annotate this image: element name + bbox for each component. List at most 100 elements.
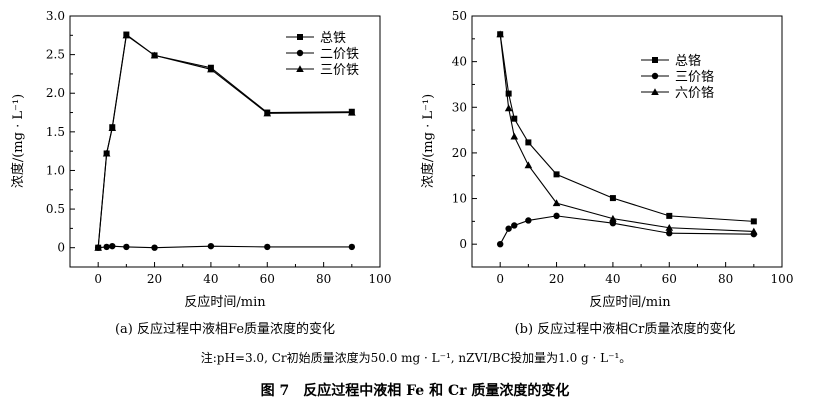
data-point: [666, 212, 673, 219]
series-line: [98, 245, 352, 249]
x-tick-label: 80: [718, 272, 733, 286]
data-point: [348, 243, 356, 251]
data-point: [264, 243, 271, 251]
y-axis-label-a: 浓度/(mg · L⁻¹): [10, 94, 26, 188]
legend-label: 二价铁: [320, 47, 359, 62]
data-point: [609, 214, 617, 222]
data-point: [109, 242, 116, 250]
y-tick-label: 10: [452, 192, 467, 206]
data-point: [511, 115, 518, 122]
ticks-a: 0 20 40 60 80 100 0 0.5 1.0 1.5 2.0 2.5 3.0: [46, 9, 392, 286]
data-point: [504, 104, 513, 112]
plot-frame-b: [471, 15, 783, 268]
y-tick-label: 20: [452, 146, 467, 160]
legend-marker: [652, 57, 658, 63]
legend-label: 总铁: [320, 31, 346, 46]
y-tick-label: 0: [57, 241, 65, 255]
data-point: [553, 171, 560, 178]
data-point: [666, 230, 673, 237]
legend-marker: [651, 72, 659, 80]
series-b: [496, 30, 758, 248]
data-point: [524, 161, 533, 169]
y-tick-label: 40: [452, 55, 467, 69]
chart-panel-a: 0 20 40 60 80 100 0 0.5 1.0 1.5 2.0 2.5 3.0 总铁二价铁三价铁…: [10, 9, 391, 337]
data-point: [505, 225, 512, 232]
y-tick-label: 1.5: [46, 125, 65, 139]
data-point: [511, 222, 518, 229]
series-line: [97, 33, 352, 248]
x-tick-label: 60: [662, 272, 677, 286]
data-point: [123, 243, 130, 251]
x-tick-label: 40: [605, 272, 620, 286]
data-point: [552, 199, 561, 207]
data-point: [122, 31, 131, 39]
data-point: [505, 90, 512, 97]
x-axis-label-a: 反应时间/min: [184, 294, 266, 310]
y-axis-label-b: 浓度/(mg · L⁻¹): [420, 94, 436, 188]
legend-label: 六价铬: [675, 85, 714, 101]
series-triangle: [94, 31, 356, 251]
series-line: [499, 34, 754, 232]
series-a: [94, 31, 356, 251]
data-point: [263, 109, 272, 117]
x-axis-label-b: 反应时间/min: [589, 294, 671, 310]
series-square: [95, 31, 355, 251]
x-tick-label: 80: [316, 272, 331, 286]
data-point: [525, 217, 532, 224]
x-tick-label: 60: [260, 272, 275, 286]
y-tick-label: 2.5: [46, 48, 65, 62]
data-point: [750, 218, 757, 225]
data-point: [151, 244, 158, 251]
data-point: [510, 132, 519, 140]
x-tick-label: 40: [203, 272, 218, 286]
series-circle: [94, 242, 356, 251]
legend-label: 三价铁: [320, 63, 359, 78]
x-tick-label: 100: [369, 272, 392, 286]
y-tick-label: 0.5: [46, 202, 65, 216]
x-tick-label: 20: [147, 272, 162, 286]
legend-marker: [651, 88, 659, 96]
data-point: [103, 243, 110, 251]
caption-a: (a) 反应过程中液相Fe质量浓度的变化: [115, 321, 335, 337]
x-tick-label: 100: [771, 272, 794, 286]
y-tick-label: 50: [452, 9, 467, 23]
legend-label: 三价铬: [675, 69, 714, 85]
data-point: [207, 65, 215, 73]
series-circle: [496, 212, 758, 248]
x-tick-label: 20: [549, 272, 564, 286]
figure-note: 注:pH=3.0, Cr初始质量浓度为50.0 mg · L⁻¹, nZVI/B…: [201, 350, 632, 365]
series-square: [497, 31, 757, 225]
data-point: [665, 223, 674, 231]
data-point: [108, 124, 117, 132]
data-point: [496, 30, 504, 38]
data-point: [94, 243, 102, 251]
caption-b: (b) 反应过程中液相Cr质量浓度的变化: [515, 321, 736, 337]
y-tick-label: 2.0: [46, 86, 65, 100]
figure-title: 图 7 反应过程中液相 Fe 和 Cr 质量浓度的变化: [261, 382, 570, 399]
series-line: [97, 34, 352, 248]
y-tick-label: 0: [459, 237, 467, 251]
ticks-b: 0 20 40 60 80 100 0 10 20 30 40 50: [452, 9, 794, 286]
x-tick-label: 0: [94, 272, 102, 286]
y-tick-label: 3.0: [46, 9, 65, 23]
series-line: [499, 34, 754, 222]
data-point: [207, 242, 215, 250]
legend-marker: [297, 34, 303, 40]
data-point: [348, 108, 356, 116]
data-point: [750, 227, 758, 235]
legend-marker: [296, 49, 304, 57]
data-point: [150, 51, 159, 59]
series-triangle: [496, 30, 758, 235]
data-point: [609, 195, 616, 202]
data-point: [553, 212, 560, 220]
plot-frame-a: [69, 15, 381, 268]
legend-label: 总铬: [675, 53, 701, 69]
legend-marker: [296, 65, 304, 73]
y-tick-label: 30: [452, 100, 467, 114]
y-tick-label: 1.0: [46, 163, 65, 177]
x-tick-label: 0: [496, 272, 504, 286]
